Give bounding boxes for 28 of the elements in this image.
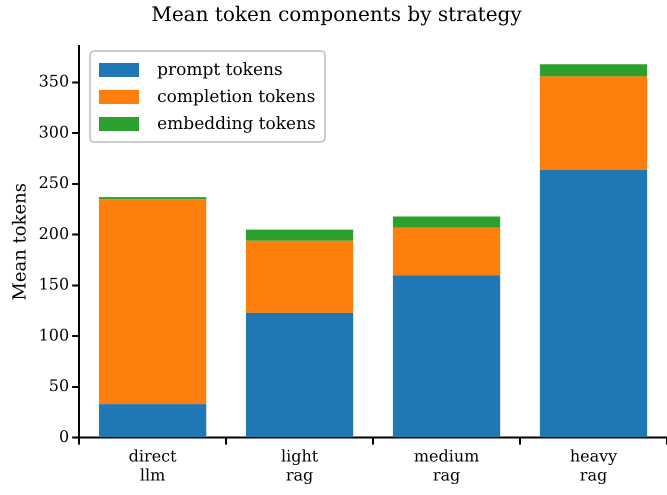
chart-title: Mean token components by strategy xyxy=(151,2,522,26)
bar xyxy=(392,275,500,438)
bar xyxy=(98,404,206,438)
y-tick-label: 100 xyxy=(38,325,70,344)
bar xyxy=(392,216,500,228)
bar xyxy=(246,230,354,241)
legend-label: prompt tokens xyxy=(157,60,283,80)
bar xyxy=(540,64,648,76)
y-tick-label: 50 xyxy=(48,376,70,396)
x-tick-label: light rag xyxy=(280,446,319,485)
bar xyxy=(392,228,500,276)
x-tick-label: heavy rag xyxy=(570,446,618,485)
x-tick-label: direct llm xyxy=(128,446,178,485)
y-tick-label: 150 xyxy=(38,274,70,294)
y-tick-label: 350 xyxy=(38,72,70,91)
bar xyxy=(246,240,354,313)
y-axis-title: Mean tokens xyxy=(9,183,30,301)
legend-label: embedding tokens xyxy=(157,114,316,134)
x-tick-label: medium rag xyxy=(414,446,480,485)
y-tick-label: 300 xyxy=(38,122,70,142)
y-tick-label: 0 xyxy=(58,426,70,446)
bar xyxy=(98,199,206,404)
bar xyxy=(540,170,648,438)
y-tick-label: 250 xyxy=(38,173,70,192)
bar xyxy=(540,76,648,170)
y-tick-label: 200 xyxy=(38,224,70,243)
bar xyxy=(246,312,354,438)
legend-label: completion tokens xyxy=(157,86,316,106)
